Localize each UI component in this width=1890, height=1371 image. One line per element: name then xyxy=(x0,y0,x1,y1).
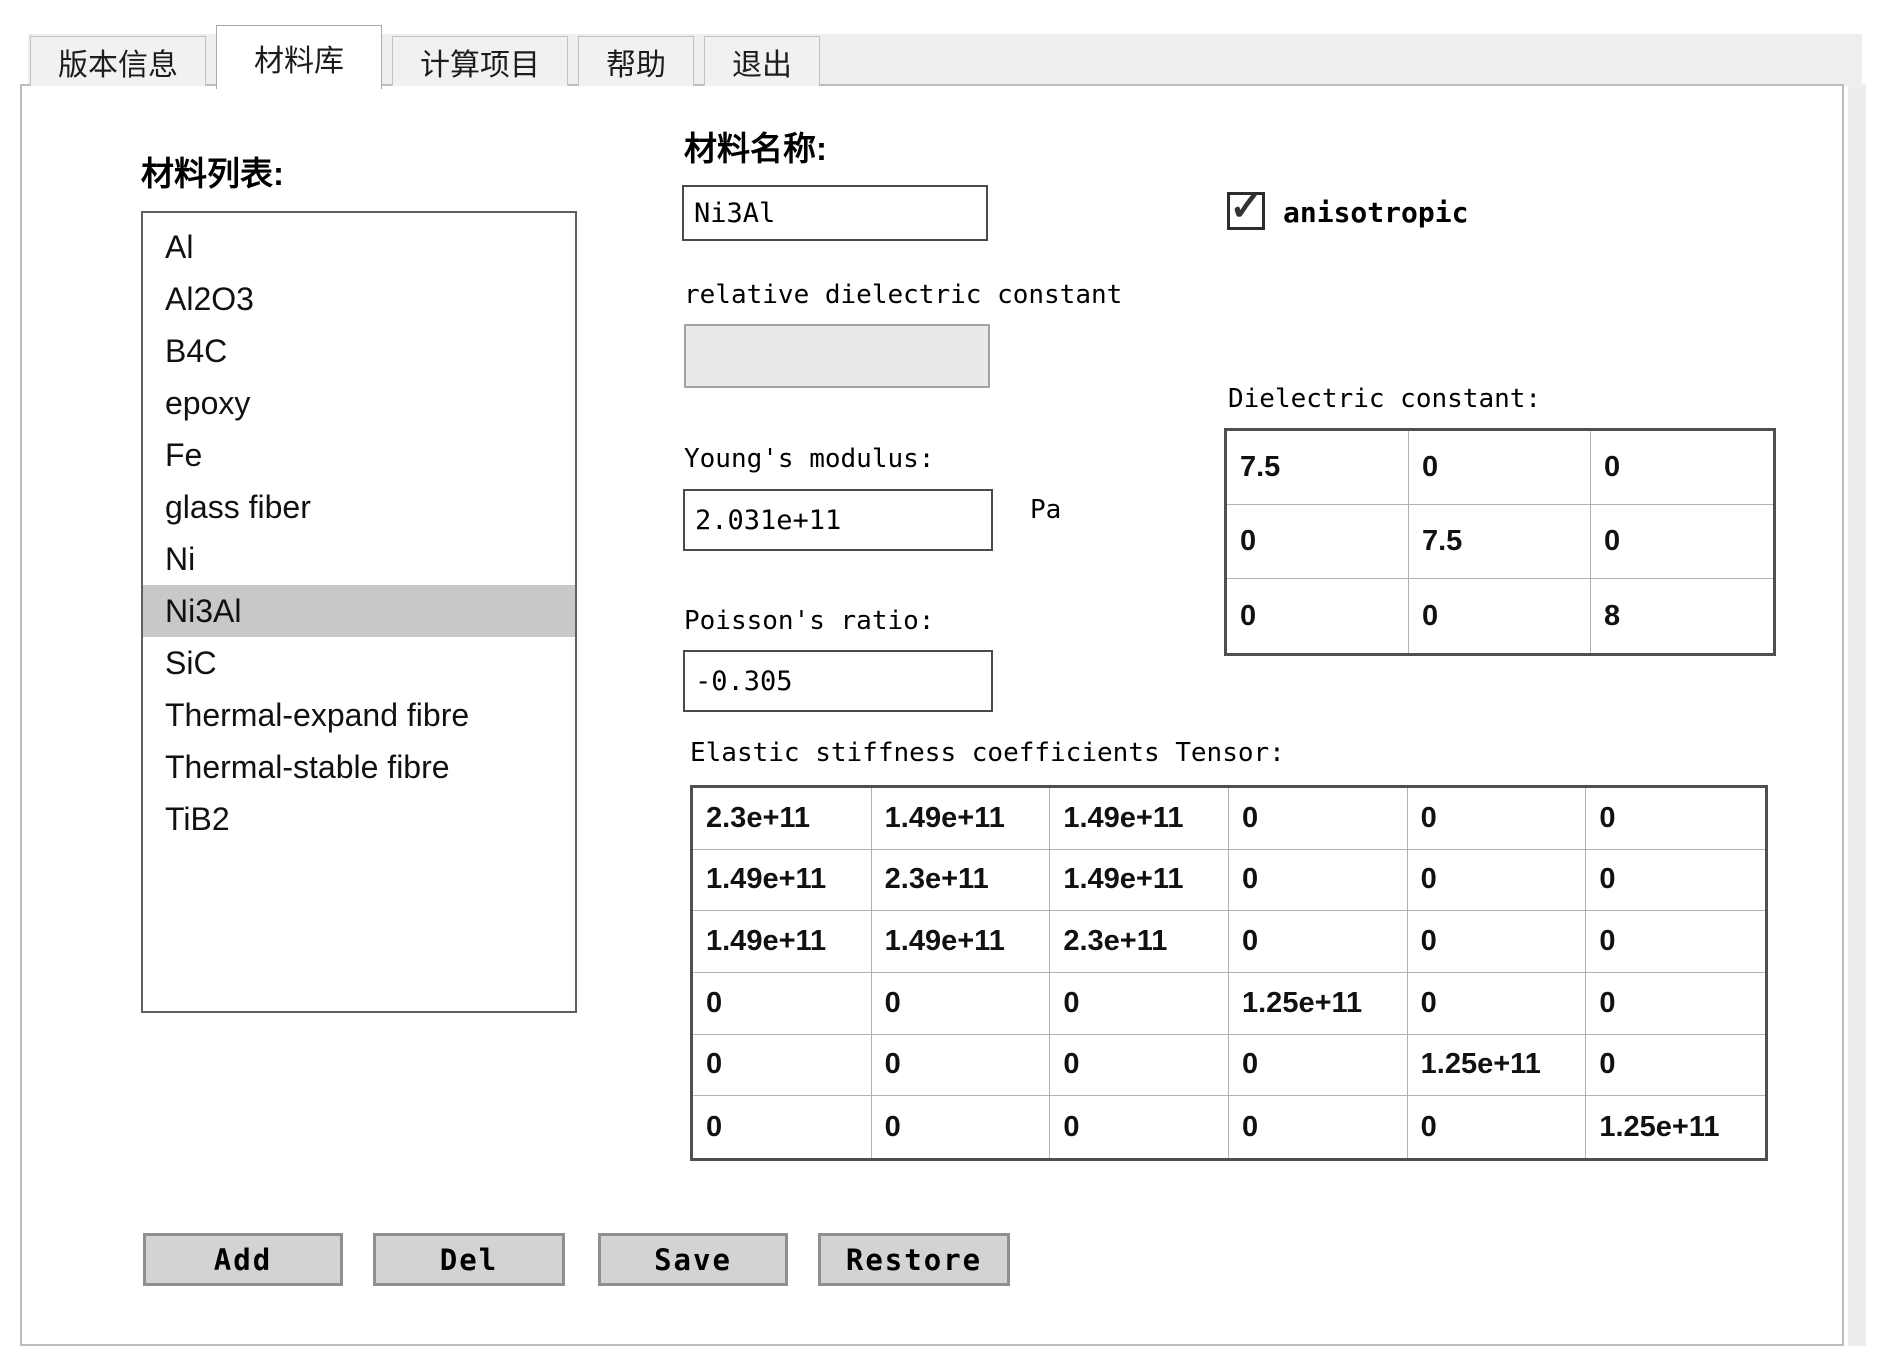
matrix-cell[interactable]: 0 xyxy=(871,973,1051,1035)
matrix-cell[interactable]: 0 xyxy=(872,1096,1051,1158)
matrix-cell[interactable]: 0 xyxy=(693,973,872,1035)
poissons-ratio-input[interactable]: -0.305 xyxy=(683,650,993,712)
list-item-sic[interactable]: SiC xyxy=(165,645,217,681)
tab-bar: 版本信息 材料库 计算项目 帮助 退出 xyxy=(30,20,830,89)
matrix-cell[interactable]: 0 xyxy=(1407,849,1587,912)
matrix-cell[interactable]: 2.3e+11 xyxy=(1050,911,1229,973)
matrix-cell[interactable]: 1.49e+11 xyxy=(871,788,1051,850)
matrix-cell[interactable]: 0 xyxy=(1408,1096,1587,1158)
material-listbox[interactable]: Al Al2O3 B4C epoxy Fe glass fiber Ni Ni3Al SiC Th… xyxy=(141,211,577,1013)
matrix-cell[interactable]: 0 xyxy=(1586,788,1765,850)
youngs-modulus-input[interactable]: 2.031e+11 xyxy=(683,489,993,551)
stiffness-tensor-label: Elastic stiffness coefficients Tensor: xyxy=(690,738,1285,768)
matrix-cell[interactable]: 0 xyxy=(1409,431,1591,505)
restore-button[interactable]: Restore xyxy=(818,1233,1010,1286)
del-button[interactable]: Del xyxy=(373,1233,565,1286)
matrix-cell[interactable]: 2.3e+11 xyxy=(871,849,1051,912)
matrix-cell[interactable]: 0 xyxy=(1229,849,1408,912)
tab-exit[interactable]: 退出 xyxy=(704,36,820,86)
youngs-modulus-label: Young's modulus: xyxy=(684,444,935,474)
matrix-cell[interactable]: 0 xyxy=(1227,505,1409,579)
stiffness-tensor-table: 2.3e+11 1.49e+11 1.49e+11 0 0 0 1.49e+11 2.3e+1… xyxy=(690,785,1768,1161)
matrix-cell[interactable]: 2.3e+11 xyxy=(693,788,872,850)
poissons-ratio-label: Poisson's ratio: xyxy=(684,606,935,636)
matrix-cell[interactable]: 0 xyxy=(1407,973,1587,1035)
checkmark-icon: ✓ xyxy=(1229,185,1263,229)
matrix-cell[interactable]: 0 xyxy=(1229,911,1408,973)
matrix-cell[interactable]: 0 xyxy=(1050,1034,1229,1097)
dielectric-constant-table: 7.5 0 0 0 7.5 0 0 0 8 xyxy=(1224,428,1776,656)
list-item-al2o3[interactable]: Al2O3 xyxy=(165,281,254,317)
material-list-label: 材料列表: xyxy=(141,155,284,192)
matrix-cell[interactable]: 0 xyxy=(1407,788,1587,850)
list-item-epoxy[interactable]: epoxy xyxy=(165,385,251,421)
matrix-cell[interactable]: 0 xyxy=(1409,579,1591,653)
matrix-cell[interactable]: 7.5 xyxy=(1409,505,1591,579)
matrix-cell[interactable]: 1.25e+11 xyxy=(1599,1110,1720,1143)
matrix-cell[interactable]: 0 xyxy=(1229,1034,1408,1097)
tab-version-info[interactable]: 版本信息 xyxy=(30,36,206,86)
matrix-cell[interactable]: 0 xyxy=(1050,1096,1229,1158)
matrix-cell[interactable]: 0 xyxy=(1050,973,1229,1035)
dielectric-constant-label: Dielectric constant: xyxy=(1228,384,1542,414)
relative-dielectric-input xyxy=(684,324,990,388)
matrix-cell[interactable]: 1.49e+11 xyxy=(1050,849,1229,912)
tab-material-library[interactable]: 材料库 xyxy=(216,25,382,89)
matrix-cell[interactable]: 7.5 xyxy=(1227,431,1409,505)
material-name-value: Ni3Al xyxy=(694,197,776,229)
matrix-cell[interactable]: 0 xyxy=(1229,788,1408,850)
matrix-cell[interactable]: 1.49e+11 xyxy=(693,911,872,973)
matrix-cell[interactable]: 1.25e+11 xyxy=(1407,1034,1587,1097)
matrix-cell[interactable]: 0 xyxy=(1591,505,1773,579)
material-name-label: 材料名称: xyxy=(684,130,827,167)
list-item-thermal-stable-fibre[interactable]: Thermal-stable fibre xyxy=(165,749,450,785)
matrix-cell[interactable]: 1.49e+11 xyxy=(1050,788,1229,850)
list-item-glass-fiber[interactable]: glass fiber xyxy=(165,489,311,525)
relative-dielectric-label: relative dielectric constant xyxy=(684,280,1123,310)
matrix-cell[interactable]: 0 xyxy=(1586,973,1765,1035)
matrix-cell[interactable]: 0 xyxy=(871,1034,1051,1097)
list-item-tib2[interactable]: TiB2 xyxy=(165,801,230,837)
anisotropic-label: anisotropic xyxy=(1283,196,1469,229)
matrix-cell[interactable]: 1.49e+11 xyxy=(693,849,872,912)
list-item-ni3al[interactable]: Ni3Al xyxy=(143,585,575,637)
matrix-cell[interactable]: 1.49e+11 xyxy=(871,911,1051,973)
matrix-cell[interactable]: 1.25e+11 xyxy=(1229,973,1408,1035)
material-name-input[interactable]: Ni3Al xyxy=(682,185,988,241)
anisotropic-checkbox[interactable]: ✓ xyxy=(1227,187,1265,230)
tab-calculation-project[interactable]: 计算项目 xyxy=(392,36,568,86)
list-item-al[interactable]: Al xyxy=(165,229,194,265)
list-item-ni[interactable]: Ni xyxy=(165,541,196,577)
matrix-cell[interactable]: 0 xyxy=(1586,1035,1765,1097)
right-edge-strip xyxy=(1848,84,1866,1346)
matrix-cell[interactable]: 0 xyxy=(1591,431,1773,505)
list-item-b4c[interactable]: B4C xyxy=(165,333,228,369)
matrix-cell[interactable]: 0 xyxy=(1227,579,1409,653)
matrix-cell[interactable]: 0 xyxy=(1229,1096,1408,1158)
poissons-ratio-value: -0.305 xyxy=(695,665,793,697)
youngs-modulus-unit: Pa xyxy=(1030,495,1062,525)
save-button[interactable]: Save xyxy=(598,1233,788,1286)
add-button[interactable]: Add xyxy=(143,1233,343,1286)
matrix-cell[interactable]: 8 xyxy=(1604,599,1621,632)
matrix-cell[interactable]: 0 xyxy=(693,1096,872,1158)
tab-help[interactable]: 帮助 xyxy=(578,36,694,86)
list-item-thermal-expand-fibre[interactable]: Thermal-expand fibre xyxy=(165,697,470,733)
youngs-modulus-value: 2.031e+11 xyxy=(695,504,842,536)
matrix-cell[interactable]: 0 xyxy=(693,1034,872,1097)
matrix-cell[interactable]: 0 xyxy=(1407,911,1587,973)
matrix-cell[interactable]: 0 xyxy=(1586,850,1765,912)
matrix-cell[interactable]: 0 xyxy=(1586,911,1765,973)
list-item-fe[interactable]: Fe xyxy=(165,437,203,473)
